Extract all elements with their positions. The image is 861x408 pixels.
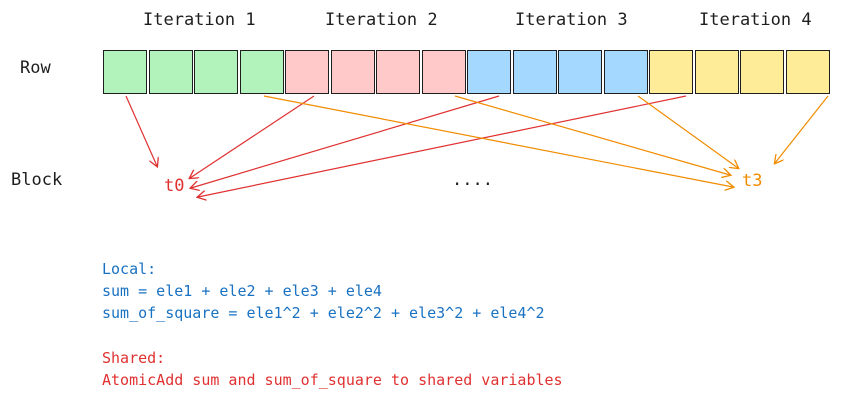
row-label: Row [20, 58, 51, 78]
iteration-1-label: Iteration 1 [143, 10, 256, 30]
row-cell-8 [421, 50, 466, 94]
arrow-t0-iter2 [190, 95, 315, 178]
row-cell-13 [649, 50, 693, 94]
row-cell-15 [740, 50, 784, 94]
row-cell-5 [285, 50, 329, 94]
thread-t0-label: t0 [164, 176, 185, 196]
row-cell-3 [194, 50, 238, 94]
ellipsis: .... [452, 170, 493, 190]
row-cell-14 [694, 50, 739, 94]
row-cell-16 [785, 50, 830, 94]
local-note: Local: sum = ele1 + ele2 + ele3 + ele4 s… [102, 258, 545, 324]
row-cell-10 [512, 50, 557, 94]
arrow-t0-iter3 [191, 95, 500, 188]
shared-title: Shared: [102, 349, 166, 367]
arrow-t3-iter2 [454, 95, 730, 175]
local-sumsq-line: sum_of_square = ele1^2 + ele2^2 + ele3^2… [102, 304, 545, 322]
row-cells [103, 50, 831, 94]
arrow-t3-iter1 [263, 95, 733, 187]
row-cell-6 [330, 50, 375, 94]
shared-atomic-line: AtomicAdd sum and sum_of_square to share… [102, 371, 563, 389]
arrow-t0-iter4 [198, 95, 687, 197]
iteration-3-label: Iteration 3 [515, 10, 628, 30]
row-cell-12 [603, 50, 648, 94]
iteration-2-label: Iteration 2 [325, 10, 438, 30]
iteration-4-label: Iteration 4 [699, 10, 812, 30]
local-sum-line: sum = ele1 + ele2 + ele3 + ele4 [102, 282, 382, 300]
row-cell-2 [148, 50, 193, 94]
row-cell-4 [239, 50, 284, 94]
row-cell-7 [376, 50, 420, 94]
arrow-t0-iter1 [125, 95, 157, 166]
local-title: Local: [102, 260, 157, 278]
arrow-t3-iter3 [637, 95, 738, 168]
block-label: Block [11, 170, 63, 190]
row-cell-1 [103, 50, 147, 94]
row-cell-11 [558, 50, 602, 94]
shared-note: Shared: AtomicAdd sum and sum_of_square … [102, 347, 563, 391]
arrow-t3-iter4 [775, 95, 829, 163]
thread-t3-label: t3 [742, 171, 763, 191]
row-cell-9 [467, 50, 511, 94]
